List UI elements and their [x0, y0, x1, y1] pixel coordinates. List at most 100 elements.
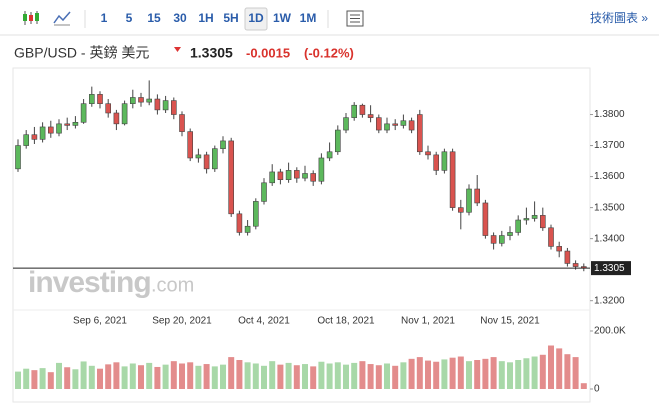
- interval-button[interactable]: 15: [147, 11, 161, 25]
- interval-button[interactable]: 5: [126, 11, 133, 25]
- volume-bar: [326, 363, 333, 389]
- interval-selected: [244, 7, 268, 31]
- candle-body: [498, 235, 505, 244]
- volume-bar: [277, 364, 284, 389]
- plot-frame: [12, 67, 591, 403]
- x-tick-label: Sep 20, 2021: [152, 316, 212, 327]
- volume-bar: [154, 366, 161, 389]
- candle-body: [285, 170, 292, 180]
- volume-bar: [162, 364, 169, 389]
- watermark-suffix: .com: [151, 274, 194, 296]
- volume-bar: [15, 371, 21, 389]
- candle-body: [138, 97, 144, 103]
- volume-bar: [384, 363, 390, 389]
- volume-bar: [236, 360, 243, 389]
- candle-body: [408, 120, 415, 131]
- candle-body: [449, 151, 456, 208]
- volume-bar: [187, 362, 194, 389]
- volume-bar: [375, 365, 382, 389]
- volume-bar: [556, 348, 563, 389]
- candle-body: [490, 235, 497, 244]
- interval-button[interactable]: 1W: [273, 11, 292, 25]
- settings-icon[interactable]: [346, 10, 364, 27]
- interval-button[interactable]: 30: [173, 11, 187, 25]
- volume-bar: [408, 358, 415, 389]
- volume-bar: [252, 363, 259, 389]
- candle-body: [302, 173, 308, 179]
- candle-body: [113, 112, 120, 125]
- volume-bar: [498, 361, 505, 389]
- candle-body: [236, 213, 243, 233]
- technical-chart-link[interactable]: 技術圖表 »: [590, 11, 648, 25]
- candle-body: [457, 207, 464, 213]
- volume-bar: [572, 357, 579, 389]
- candle-body: [482, 202, 489, 236]
- volume-bar: [580, 383, 587, 389]
- volume-bar: [105, 364, 112, 389]
- interval-button[interactable]: 1D: [248, 11, 264, 25]
- volume-bar: [449, 357, 456, 389]
- instrument-title: GBP/USD - 英鎊 美元: [14, 45, 149, 61]
- candle-body: [572, 263, 579, 267]
- volume-bar: [466, 361, 472, 389]
- candle-icon[interactable]: [23, 11, 39, 25]
- x-tick-label: Nov 15, 2021: [480, 316, 540, 327]
- volume-bar: [88, 365, 95, 389]
- volume-bar: [400, 362, 407, 389]
- volume-bar: [515, 360, 522, 389]
- candle-body: [326, 151, 333, 159]
- volume-bar: [293, 365, 300, 389]
- volume-bar: [228, 357, 235, 389]
- last-price-box: [591, 261, 631, 276]
- candle-body: [89, 94, 95, 104]
- price-change-percent: (-0.12%): [304, 45, 354, 60]
- volume-bar: [211, 366, 218, 389]
- volume-bar: [457, 356, 464, 389]
- volume-bar: [261, 365, 267, 389]
- candle-body: [154, 98, 161, 111]
- candle-body: [351, 104, 358, 118]
- candle-body: [80, 103, 87, 123]
- volume-bar: [97, 368, 103, 389]
- candle-body: [359, 104, 366, 115]
- x-tick-label: Oct 4, 2021: [238, 316, 290, 327]
- candle-body: [425, 151, 431, 156]
- y-tick-label: 1.3600: [594, 171, 625, 182]
- volume-bar: [138, 365, 144, 389]
- candle-body: [334, 129, 341, 153]
- volume-bar: [548, 345, 554, 389]
- candle-body: [253, 201, 259, 227]
- y-tick-label: 1.3700: [594, 140, 625, 151]
- candle-body: [23, 134, 30, 146]
- watermark: investing: [28, 266, 151, 299]
- interval-button[interactable]: 5H: [223, 11, 238, 25]
- candle-body: [564, 250, 571, 264]
- candle-body: [384, 123, 390, 131]
- candle-body: [105, 103, 111, 114]
- candle-body: [31, 134, 38, 140]
- volume-bar: [203, 364, 210, 389]
- candle-body: [556, 246, 563, 252]
- line-icon[interactable]: [53, 11, 71, 24]
- candle-body: [203, 154, 210, 170]
- interval-button[interactable]: 1M: [300, 11, 317, 25]
- volume-bar: [392, 365, 399, 389]
- candle-body: [441, 151, 448, 171]
- volume-bar: [80, 361, 87, 389]
- volume-bar: [39, 368, 46, 389]
- candle-body: [392, 123, 399, 126]
- candle-body: [39, 126, 46, 140]
- volume-bar: [351, 362, 358, 389]
- candle-body: [277, 171, 284, 180]
- candle-body: [72, 121, 79, 126]
- interval-button[interactable]: 1: [101, 11, 108, 25]
- candle-body: [187, 131, 193, 159]
- candle-body: [416, 114, 423, 153]
- interval-button[interactable]: 1H: [198, 11, 213, 25]
- candle-body: [121, 103, 128, 125]
- volume-tick-label: 0: [594, 384, 600, 395]
- volume-bar: [23, 368, 30, 389]
- volume-bar: [531, 356, 538, 389]
- volume-bar: [31, 370, 38, 389]
